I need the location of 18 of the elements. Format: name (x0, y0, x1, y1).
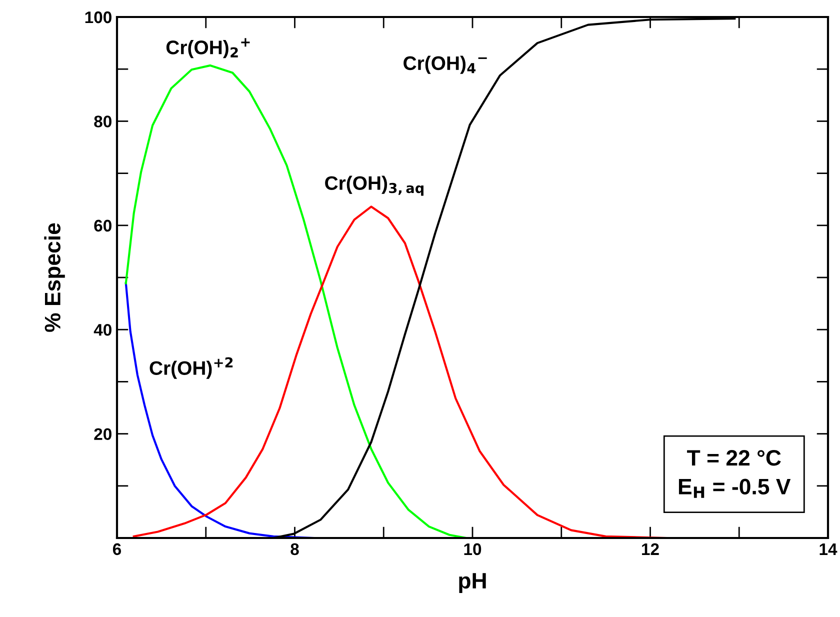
y-tick-label: 20 (94, 428, 112, 440)
annotation: Cr(OH)$_{3,aq}$ (325, 176, 424, 196)
y-tick-label: 100 (85, 11, 112, 24)
x-tick-label: 8 (290, 543, 299, 556)
y-tick-label: 60 (94, 220, 112, 232)
annotation: Cr(OH)$_{4}$$^{−}$ (404, 56, 487, 74)
annotation: E$_{H}$ = -0.5 V (678, 478, 791, 498)
x-tick-label: 6 (112, 543, 122, 556)
annotation: Cr(OH)$^{+2}$ (150, 357, 233, 379)
y-tick-label: 80 (94, 116, 112, 128)
annotation: T = 22 °C (687, 450, 781, 466)
x-tick-label: 12 (642, 543, 659, 555)
x-axis-title: pH (459, 573, 486, 593)
x-tick-label: 14 (820, 543, 838, 555)
x-tick-label: 10 (464, 543, 482, 556)
y-tick-label: 40 (94, 324, 112, 336)
y-axis-title: % Especie (44, 223, 65, 332)
annotation: Cr(OH)$_{2}$$^{+}$ (166, 38, 250, 58)
